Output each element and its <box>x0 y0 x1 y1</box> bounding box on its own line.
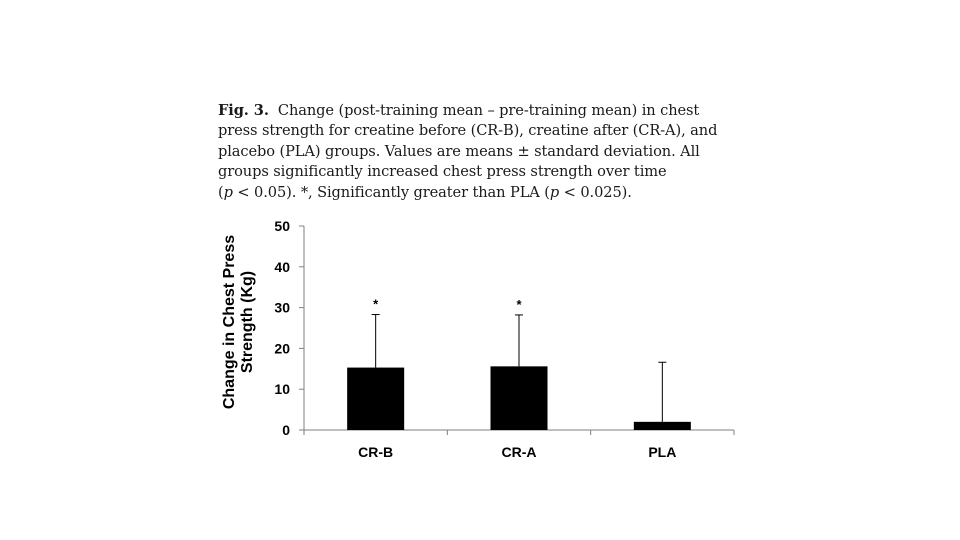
caption-text-5b: < 0.05). *, Significantly greater than P… <box>232 183 550 201</box>
caption-line-5: (p < 0.05). *, Significantly greater tha… <box>218 183 738 203</box>
y-tick-label-10: 10 <box>274 381 290 397</box>
caption-line-2: press strength for creatine before (CR-B… <box>218 122 718 140</box>
bar-cr-a <box>490 366 548 430</box>
y-axis-label-line-1: Change in Chest Press <box>221 235 238 409</box>
caption-text-1: Change (post-training mean – pre-trainin… <box>277 102 700 119</box>
x-category-label-cr-a: CR-A <box>502 444 537 460</box>
y-tick-label-50: 50 <box>274 218 290 234</box>
y-axis-label-line-2: Strength (Kg) <box>239 271 256 373</box>
caption-line-1: Fig. 3. Change (post-training mean – pre… <box>218 101 738 121</box>
x-category-label-pla: PLA <box>648 444 676 460</box>
caption-text-5a: ( <box>218 183 224 201</box>
y-axis-label: Change in Chest Press Strength (Kg) <box>221 235 256 409</box>
significance-mark-cr-a: * <box>516 297 522 312</box>
y-tick-label-20: 20 <box>274 340 290 356</box>
bar-pla <box>633 421 691 430</box>
caption-line-4: groups significantly increased chest pre… <box>218 163 667 181</box>
y-tick-label-0: 0 <box>282 422 290 438</box>
caption-figure-label: Fig. 3. <box>218 102 269 119</box>
y-tick-label-40: 40 <box>274 259 290 275</box>
y-tick-label-30: 30 <box>274 300 290 316</box>
caption-text-5c: < 0.025). <box>559 183 632 201</box>
caption-line-3: placebo (PLA) groups. Values are means ±… <box>218 142 700 160</box>
caption-p-symbol-1: p <box>223 183 233 201</box>
caption-p-symbol-2: p <box>549 183 560 201</box>
bar-cr-b <box>347 367 405 430</box>
x-category-label-cr-b: CR-B <box>358 444 393 460</box>
significance-mark-cr-b: * <box>373 297 379 312</box>
plot-area: 0 10 20 30 40 50 * CR-B * CR-A PLA <box>274 218 735 460</box>
figure-caption: Fig. 3. Change (post-training mean – pre… <box>218 101 738 203</box>
